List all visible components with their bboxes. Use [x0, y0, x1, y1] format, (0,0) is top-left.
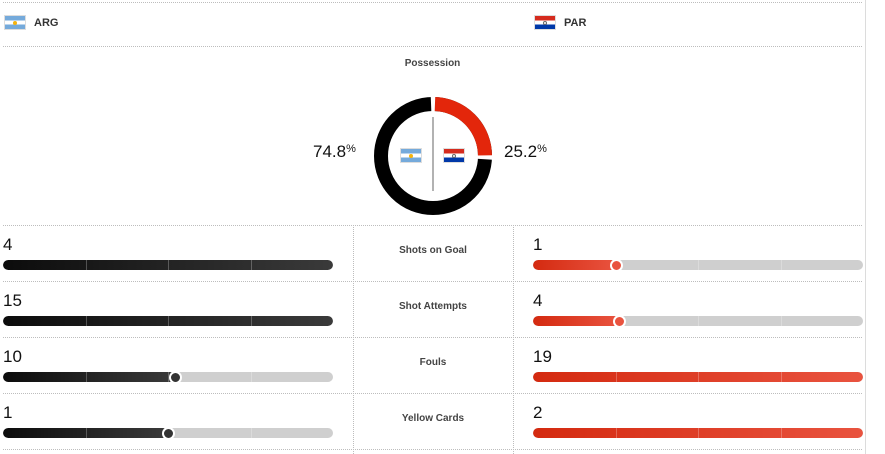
- stat-away-bar: [533, 260, 863, 270]
- bar-segment-tick: [250, 372, 252, 382]
- stat-home-fill: [3, 260, 333, 270]
- stat-row: 4 Shots on Goal 1: [0, 226, 865, 282]
- divider: [3, 449, 862, 450]
- stat-home-bar: [3, 428, 333, 438]
- bar-segment-tick: [85, 428, 87, 438]
- possession-home-value: 74.8%: [313, 142, 356, 161]
- bar-segment-tick: [250, 428, 252, 438]
- match-stats-panel: ARG PAR Possession 74.8% 25.2% 4 Shots on…: [0, 0, 866, 454]
- bar-segment-tick: [250, 260, 252, 270]
- divider: [3, 281, 862, 282]
- divider: [3, 337, 862, 338]
- stat-home-fill: [3, 316, 333, 326]
- divider: [3, 393, 862, 394]
- bar-segment-tick: [780, 260, 782, 270]
- stat-row: 1 Yellow Cards 2: [0, 394, 865, 450]
- stat-label: Shots on Goal: [399, 245, 467, 256]
- stat-home-value: 1: [3, 403, 13, 422]
- stat-row: 15 Shot Attempts 4: [0, 282, 865, 338]
- bar-segment-tick: [780, 316, 782, 326]
- stat-label: Shot Attempts: [399, 301, 467, 312]
- bar-segment-tick: [780, 428, 782, 438]
- bar-segment-tick: [698, 428, 699, 438]
- divider: [513, 225, 514, 454]
- stat-home-bar: [3, 260, 333, 270]
- bar-segment-tick: [85, 372, 87, 382]
- stat-away-bar: [533, 316, 863, 326]
- possession-away-arc: [434, 97, 492, 157]
- stat-home-bar: [3, 316, 333, 326]
- bar-segment-tick: [780, 372, 782, 382]
- possession-title: Possession: [404, 58, 461, 69]
- bar-segment-tick: [615, 372, 617, 382]
- bar-segment-tick: [615, 428, 617, 438]
- divider: [353, 225, 354, 454]
- stat-home-fill: [3, 372, 175, 382]
- stat-away-value: 1: [533, 235, 543, 254]
- team-header-home: ARG: [4, 15, 58, 30]
- stat-away-fill: [533, 428, 863, 438]
- stat-fill-marker: [612, 316, 626, 326]
- stat-fill-marker: [162, 428, 175, 438]
- stat-away-fill: [533, 260, 616, 270]
- bar-segment-tick: [698, 316, 699, 326]
- stat-fill-marker: [168, 372, 182, 382]
- stat-away-value: 4: [533, 291, 543, 310]
- paraguay-flag-icon: [534, 15, 556, 30]
- bar-segment-tick: [698, 260, 699, 270]
- stat-home-value: 4: [3, 235, 13, 254]
- bar-segment-tick: [168, 260, 169, 270]
- team-abbr-home: ARG: [34, 16, 59, 29]
- bar-segment-tick: [168, 316, 169, 326]
- bar-segment-tick: [85, 260, 87, 270]
- stat-home-bar: [3, 372, 333, 382]
- divider: [3, 46, 862, 47]
- team-abbr-away: PAR: [564, 16, 587, 29]
- argentina-flag-icon: [4, 15, 26, 30]
- bar-segment-tick: [250, 316, 252, 326]
- stat-label: Yellow Cards: [401, 413, 465, 424]
- stat-home-value: 10: [3, 347, 22, 366]
- divider: [3, 2, 862, 3]
- stat-home-fill: [3, 428, 168, 438]
- stat-away-fill: [533, 316, 619, 326]
- possession-donut-chart: [374, 96, 493, 215]
- stat-label: Fouls: [419, 357, 447, 368]
- stat-home-value: 15: [3, 291, 22, 310]
- stat-away-bar: [533, 428, 863, 438]
- divider: [3, 225, 862, 226]
- stat-away-fill: [533, 372, 863, 382]
- stat-away-value: 19: [533, 347, 552, 366]
- stat-fill-marker: [609, 260, 623, 270]
- bar-segment-tick: [85, 316, 87, 326]
- stat-away-bar: [533, 372, 863, 382]
- bar-segment-tick: [698, 372, 699, 382]
- stat-row: 10 Fouls 19: [0, 338, 865, 394]
- team-header-away: PAR: [534, 15, 586, 30]
- possession-away-value: 25.2%: [504, 142, 547, 161]
- stat-away-value: 2: [533, 403, 543, 422]
- paraguay-flag-icon: [443, 148, 465, 163]
- bar-segment-tick: [168, 372, 169, 382]
- argentina-flag-icon: [400, 148, 422, 163]
